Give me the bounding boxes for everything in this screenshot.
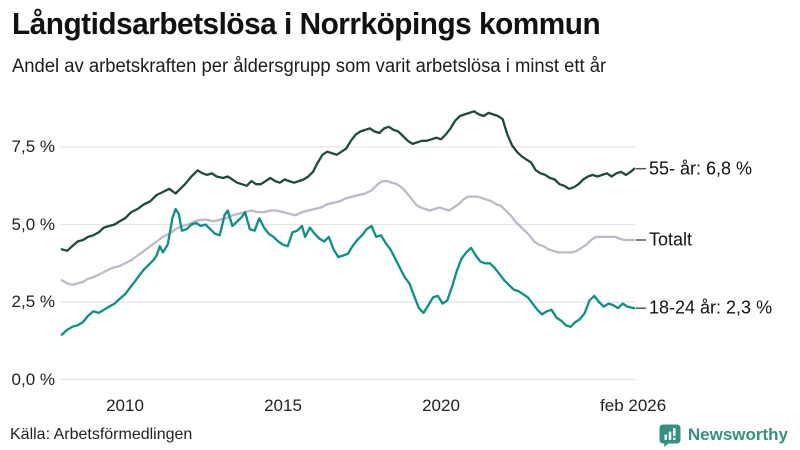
x-axis-tick: 2020 <box>422 396 460 415</box>
x-axis-tick: 2015 <box>264 396 302 415</box>
page-title: Långtidsarbetslösa i Norrköpings kommun <box>12 6 601 41</box>
series-label-18-24: 18-24 år: 2,3 % <box>649 297 773 318</box>
x-axis-tick: feb 2026 <box>600 396 667 415</box>
series-label-55: 55- år: 6,8 % <box>649 158 753 179</box>
x-axis-tick: 2010 <box>106 396 144 415</box>
page-subtitle: Andel av arbetskraften per åldersgrupp s… <box>12 56 607 77</box>
y-axis-tick: 0,0 % <box>11 369 55 389</box>
source-note: Källa: Arbetsförmedlingen <box>10 426 193 443</box>
newsworthy-wordmark: Newsworthy <box>687 425 788 444</box>
y-axis-tick: 2,5 % <box>11 292 55 311</box>
series-label-totalt: Totalt <box>649 229 693 250</box>
y-axis-tick: 7,5 % <box>11 137 55 156</box>
newsworthy-bubble-icon <box>659 424 681 447</box>
y-axis-tick: 5,0 % <box>11 214 55 234</box>
newsworthy-logo[interactable]: Newsworthy <box>658 423 788 447</box>
chart-header: Långtidsarbetslösa i Norrköpings kommun … <box>12 6 792 78</box>
